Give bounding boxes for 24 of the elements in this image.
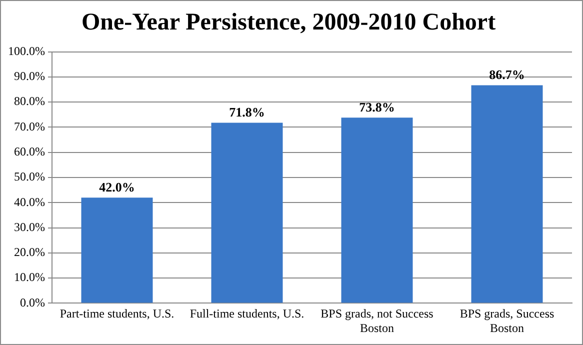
y-tick-label: 0.0% [20,295,45,310]
y-tick-label: 50.0% [14,170,45,184]
bar [211,122,283,303]
y-tick-label: 70.0% [14,119,45,134]
x-tick-label: Full-time students, U.S. [190,306,304,321]
bar [471,85,543,303]
y-tick-label: 10.0% [14,270,45,284]
y-tick-label: 30.0% [14,220,45,234]
data-label: 86.7% [489,67,525,82]
x-tick-label: BPS grads, Success Boston [460,306,554,335]
data-label: 73.8% [359,100,395,115]
y-tick-label: 40.0% [14,194,45,209]
chart-title: One-Year Persistence, 2009-2010 Cohort [81,10,496,36]
y-tick-label: 20.0% [14,245,45,260]
x-tick-label: Part-time students, U.S. [60,306,174,321]
bar [341,118,413,303]
y-tick-label: 100.0% [8,44,45,58]
bar [81,198,153,303]
data-label: 71.8% [229,104,265,120]
y-tick-label: 90.0% [14,69,45,84]
y-tick-label: 60.0% [14,144,45,159]
x-tick-label: BPS grads, not Success Boston [320,306,434,335]
y-tick-label: 80.0% [14,94,45,108]
data-label: 42.0% [99,179,135,194]
